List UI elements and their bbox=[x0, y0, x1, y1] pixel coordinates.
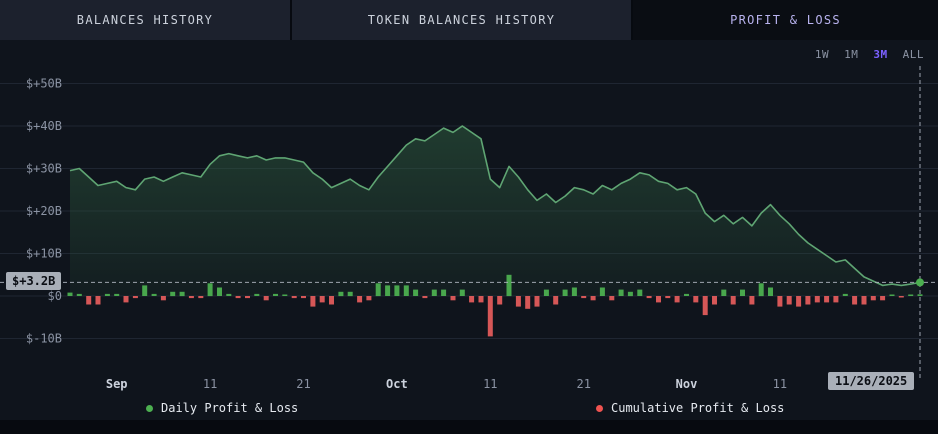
chart-legend: Daily Profit & Loss Cumulative Profit & … bbox=[0, 396, 938, 420]
tab-balances-history-label: BALANCES HISTORY bbox=[77, 13, 213, 27]
range-option-1m[interactable]: 1M bbox=[844, 48, 858, 61]
range-option-3m[interactable]: 3M bbox=[873, 48, 887, 61]
tab-balances-history[interactable]: BALANCES HISTORY bbox=[0, 0, 292, 40]
profit-loss-chart[interactable]: $+50B $+40B $+30B $+20B $+10B $0 $-10B Sep 11 21 O… bbox=[0, 40, 938, 396]
svg-text:$+40B: $+40B bbox=[26, 119, 62, 133]
legend-item-daily[interactable]: Daily Profit & Loss bbox=[146, 401, 298, 415]
legend-cumulative-marker-icon bbox=[596, 405, 603, 412]
svg-text:$+30B: $+30B bbox=[26, 162, 62, 176]
range-option-1w[interactable]: 1W bbox=[815, 48, 829, 61]
legend-cumulative-label: Cumulative Profit & Loss bbox=[611, 401, 784, 415]
time-range-selector: 1W 1M 3M ALL bbox=[815, 48, 924, 61]
svg-text:$-10B: $-10B bbox=[26, 332, 62, 346]
svg-text:$+50B: $+50B bbox=[26, 77, 62, 91]
svg-text:11: 11 bbox=[203, 377, 217, 391]
legend-daily-label: Daily Profit & Loss bbox=[161, 401, 298, 415]
svg-text:21: 21 bbox=[296, 377, 310, 391]
range-option-all[interactable]: ALL bbox=[903, 48, 924, 61]
svg-text:21: 21 bbox=[576, 377, 590, 391]
legend-daily-marker-icon bbox=[146, 405, 153, 412]
tab-profit-loss-label: PROFIT & LOSS bbox=[730, 13, 841, 27]
svg-text:$+20B: $+20B bbox=[26, 204, 62, 218]
svg-text:$+10B: $+10B bbox=[26, 247, 62, 261]
svg-text:11: 11 bbox=[483, 377, 497, 391]
svg-text:Sep: Sep bbox=[106, 377, 128, 391]
crosshair-date-badge: 11/26/2025 bbox=[828, 372, 914, 390]
legend-item-cumulative[interactable]: Cumulative Profit & Loss bbox=[596, 401, 784, 415]
svg-text:$0: $0 bbox=[48, 289, 62, 303]
bottom-scrollbar[interactable] bbox=[0, 420, 938, 434]
tab-bar: BALANCES HISTORY TOKEN BALANCES HISTORY … bbox=[0, 0, 938, 40]
tab-profit-loss[interactable]: PROFIT & LOSS bbox=[633, 0, 938, 40]
x-axis-labels: Sep 11 21 Oct 11 21 Nov 11 bbox=[106, 377, 787, 391]
profit-loss-dashboard: BALANCES HISTORY TOKEN BALANCES HISTORY … bbox=[0, 0, 938, 434]
current-value-badge: $+3.2B bbox=[6, 272, 61, 290]
svg-text:Oct: Oct bbox=[386, 377, 408, 391]
svg-text:Nov: Nov bbox=[676, 377, 698, 391]
y-axis-labels: $+50B $+40B $+30B $+20B $+10B $0 $-10B bbox=[26, 77, 62, 346]
tab-token-balances-history-label: TOKEN BALANCES HISTORY bbox=[368, 13, 556, 27]
chart-area[interactable]: $+50B $+40B $+30B $+20B $+10B $0 $-10B Sep 11 21 O… bbox=[0, 40, 938, 396]
current-point-dot bbox=[916, 278, 924, 286]
svg-text:11: 11 bbox=[773, 377, 787, 391]
tab-token-balances-history[interactable]: TOKEN BALANCES HISTORY bbox=[292, 0, 633, 40]
